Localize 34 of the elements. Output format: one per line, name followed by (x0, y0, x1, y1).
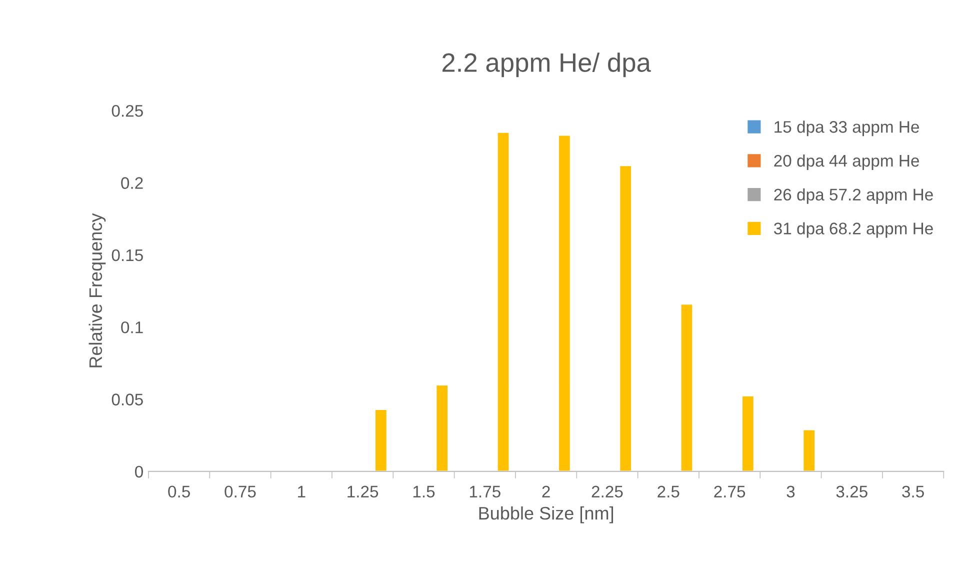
legend-label: 15 dpa 33 appm He (774, 120, 920, 136)
bar (680, 303, 694, 472)
bar (618, 164, 632, 472)
legend-label: 26 dpa 57.2 appm He (774, 188, 933, 204)
y-tick-label: 0 (135, 466, 143, 478)
x-tick-label: 3.5 (902, 486, 924, 498)
x-tick-label: 1.25 (348, 486, 378, 498)
x-tick-label: 3.25 (836, 486, 868, 498)
bar (496, 132, 510, 472)
x-tick-label: 2.5 (658, 486, 680, 498)
x-tick-label: 1.75 (470, 486, 500, 498)
x-tick-label: 1.5 (413, 486, 435, 498)
y-tick-label: 0.25 (112, 104, 143, 117)
bar (558, 134, 572, 472)
legend-label: 31 dpa 68.2 appm He (774, 222, 933, 238)
x-tick-label: 0.75 (224, 486, 256, 498)
y-tick-label: 0.1 (121, 321, 143, 334)
bar (435, 384, 449, 472)
legend-label: 20 dpa 44 appm He (774, 154, 920, 170)
x-tick-label: 0.5 (168, 486, 190, 498)
x-tick-label: 3 (786, 486, 795, 498)
y-tick-label: 0.15 (112, 249, 143, 262)
x-tick-label: 2 (542, 486, 550, 498)
y-tick-label: 0.05 (112, 394, 143, 406)
bar (374, 408, 388, 472)
y-axis-title: Relative Frequency (88, 213, 106, 368)
chart-title: 2.2 appm He/ dpa (442, 52, 651, 78)
x-axis-title: Bubble Size [nm] (479, 506, 614, 524)
x-tick-label: 2.25 (592, 486, 623, 498)
x-tick-label: 2.75 (714, 486, 746, 498)
bar (741, 394, 755, 472)
x-tick-label: 1 (298, 486, 306, 498)
y-tick-label: 0.2 (121, 177, 143, 189)
bar (802, 428, 816, 472)
